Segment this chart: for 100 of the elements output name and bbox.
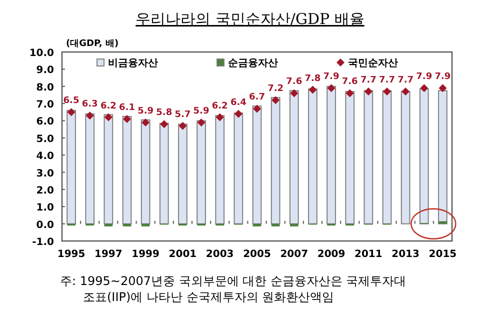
- data-label: 7.9: [416, 72, 432, 82]
- y-tick-label: 2.0: [36, 185, 54, 196]
- y-tick-label: -1.0: [32, 237, 54, 248]
- point: [438, 84, 447, 92]
- x-tick-label: 2009: [317, 249, 346, 260]
- bar: [419, 88, 429, 224]
- data-label: 6.7: [249, 92, 265, 103]
- bar: [270, 97, 280, 224]
- data-label: 7.7: [360, 76, 376, 86]
- bar: [438, 90, 448, 224]
- data-label: 6.1: [119, 103, 135, 114]
- data-label: 7.7: [398, 76, 414, 86]
- y-tick-label: 7.0: [36, 100, 54, 111]
- x-tick-label: 2013: [392, 249, 420, 260]
- bar: [252, 106, 262, 224]
- x-tick-label: 1999: [132, 249, 160, 260]
- legend-label: 순금융자산: [228, 58, 278, 69]
- data-label: 5.7: [174, 110, 191, 120]
- y-tick-label: 9.0: [36, 65, 54, 76]
- x-tick-label: 2001: [168, 249, 197, 260]
- point: [420, 84, 428, 92]
- bar: [326, 86, 336, 224]
- point: [383, 88, 391, 96]
- y-tick-label: 3.0: [36, 168, 54, 180]
- data-label: 7.7: [379, 76, 395, 86]
- data-label: 6.4: [230, 98, 246, 108]
- x-tick-label: 1995: [57, 249, 86, 260]
- bar: [438, 221, 447, 224]
- point: [216, 113, 224, 122]
- point: [272, 96, 280, 104]
- data-label: 7.6: [342, 77, 358, 88]
- point: [346, 89, 354, 98]
- x-tick-label: 1997: [94, 249, 122, 260]
- bar: [252, 224, 262, 226]
- data-label: 7.2: [268, 84, 284, 94]
- point: [253, 104, 261, 113]
- x-tick-label: 2005: [243, 249, 271, 260]
- point: [178, 122, 187, 130]
- point: [104, 113, 112, 122]
- bar: [104, 114, 114, 224]
- y-tick-label: 8.0: [36, 82, 54, 94]
- bar: [178, 124, 188, 224]
- point: [364, 88, 372, 96]
- data-label: 5.8: [156, 108, 172, 118]
- bar: [104, 224, 113, 226]
- y-axis-title: (대GDP, 배): [66, 39, 119, 49]
- point: [86, 112, 94, 120]
- text: 주: 1995~2007년중 국외부문에 대한 순금융자산은 국제투자대: [60, 274, 406, 288]
- chart-title: 우리나라의 국민순자산/GDP 배율: [136, 10, 364, 28]
- data-label: 7.9: [434, 72, 451, 82]
- y-tick-label: 1.0: [36, 202, 54, 214]
- bar: [66, 110, 76, 224]
- point: [67, 108, 76, 116]
- data-label: 6.2: [100, 101, 116, 112]
- bar: [122, 116, 132, 224]
- data-label: 5.9: [138, 106, 154, 116]
- x-tick-label: 2003: [206, 249, 234, 260]
- data-label: 7.9: [323, 72, 340, 82]
- point: [160, 120, 168, 128]
- legend-label: 국민순자산: [348, 58, 398, 69]
- y-tick-label: 10.0: [29, 48, 54, 59]
- bar: [308, 88, 318, 224]
- point: [234, 110, 242, 118]
- bar: [382, 90, 392, 224]
- y-tick-label: 6.0: [36, 116, 54, 128]
- y-tick-label: 4.0: [36, 151, 54, 162]
- data-label: 6.5: [63, 96, 80, 106]
- bar: [159, 122, 169, 224]
- x-tick-label: 2011: [354, 249, 382, 260]
- point: [402, 88, 410, 96]
- bar: [290, 224, 298, 226]
- point: [197, 118, 206, 126]
- legend-label: 비금융자산: [108, 58, 158, 69]
- point: [327, 84, 336, 92]
- data-label: 6.2: [212, 101, 228, 112]
- x-tick-label: 2007: [280, 249, 308, 260]
- data-label: 5.9: [193, 106, 210, 116]
- bar: [400, 91, 410, 224]
- bar: [289, 90, 299, 224]
- data-label: 6.3: [82, 100, 98, 110]
- bar: [345, 91, 355, 224]
- x-tick-label: 2015: [428, 249, 457, 260]
- bar: [215, 115, 225, 224]
- data-label: 7.8: [304, 74, 321, 84]
- bar: [196, 120, 206, 224]
- bar: [141, 224, 150, 226]
- bar: [234, 112, 244, 224]
- y-tick-label: 0.0: [36, 220, 54, 231]
- bar: [122, 224, 132, 226]
- bar: [271, 224, 280, 226]
- point: [308, 86, 317, 94]
- bar: [364, 90, 374, 224]
- point: [290, 89, 298, 98]
- y-tick-label: 5.0: [36, 134, 54, 145]
- data-label: 7.6: [286, 77, 302, 88]
- point: [142, 118, 150, 126]
- text: 조표(IIP)에 나타난 순국제투자의 원화환산액임: [83, 290, 334, 304]
- point: [123, 115, 131, 124]
- bar: [85, 113, 95, 224]
- bar: [140, 119, 150, 224]
